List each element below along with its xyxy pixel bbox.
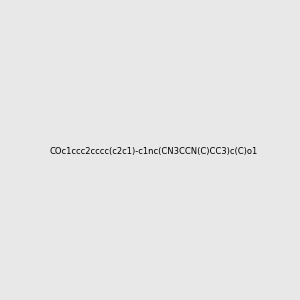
Text: COc1ccc2cccc(c2c1)-c1nc(CN3CCN(C)CC3)c(C)o1: COc1ccc2cccc(c2c1)-c1nc(CN3CCN(C)CC3)c(C…	[50, 147, 258, 156]
